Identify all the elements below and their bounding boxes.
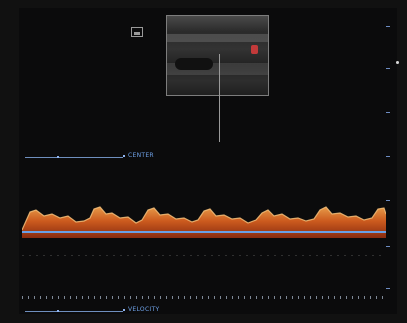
tissue-band (167, 34, 268, 42)
doppler-spectrum (22, 196, 386, 238)
top-label: CENTER (128, 152, 154, 159)
doppler-waveform-graphic (22, 206, 386, 238)
scale-tick (386, 288, 390, 289)
guide-marker (57, 156, 59, 158)
lower-grid (22, 255, 386, 256)
b-mode-image (166, 15, 269, 96)
guide-line-top (25, 157, 123, 158)
scale-dot (396, 61, 399, 64)
guide-line-bottom (25, 311, 123, 312)
scale-tick (386, 112, 390, 113)
guide-marker (123, 155, 125, 157)
guide-marker (57, 310, 59, 312)
scale-tick (386, 246, 390, 247)
probe-marker-icon (131, 27, 143, 37)
velocity-scale (386, 20, 400, 300)
scale-tick (386, 26, 390, 27)
scale-tick (386, 200, 390, 201)
vessel-lumen (175, 58, 213, 70)
doppler-sample-line (219, 54, 220, 142)
color-flow-sample (251, 45, 258, 54)
doppler-baseline (22, 231, 386, 233)
time-axis (22, 296, 386, 299)
guide-marker (123, 309, 125, 311)
scale-tick (386, 68, 390, 69)
scale-tick (386, 156, 390, 157)
bottom-label: VELOCITY (128, 306, 160, 313)
